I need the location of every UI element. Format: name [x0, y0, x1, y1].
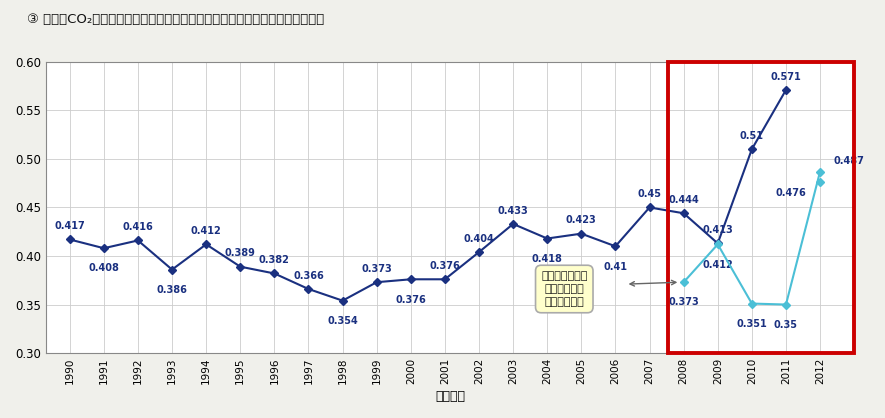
Text: 京都メカニズム
クレジットを
反映させた値: 京都メカニズム クレジットを 反映させた値 [541, 271, 588, 307]
Text: 0.376: 0.376 [429, 261, 460, 271]
Text: 0.476: 0.476 [775, 188, 806, 198]
Text: 0.51: 0.51 [740, 131, 764, 141]
Text: ③ 使用端CO₂排出原単位の推移（一般電気事業者１０社計、他社受電を含む）: ③ 使用端CO₂排出原単位の推移（一般電気事業者１０社計、他社受電を含む） [27, 13, 324, 25]
Text: 0.433: 0.433 [497, 206, 528, 216]
Text: 0.444: 0.444 [668, 195, 699, 205]
Text: 0.382: 0.382 [259, 255, 289, 265]
Text: 0.373: 0.373 [668, 298, 699, 308]
Text: 0.366: 0.366 [293, 271, 324, 280]
Text: 0.35: 0.35 [774, 320, 798, 330]
Text: 0.41: 0.41 [604, 262, 627, 272]
Text: 0.417: 0.417 [54, 221, 85, 231]
Text: 0.389: 0.389 [225, 248, 256, 258]
Text: 0.354: 0.354 [327, 316, 358, 326]
Text: 0.416: 0.416 [123, 222, 153, 232]
Text: 0.386: 0.386 [157, 285, 188, 295]
Text: 0.376: 0.376 [396, 295, 427, 305]
Text: 0.408: 0.408 [88, 263, 119, 273]
Text: 0.423: 0.423 [566, 215, 596, 225]
Text: 0.571: 0.571 [771, 71, 801, 82]
Text: 0.413: 0.413 [703, 225, 733, 235]
Text: 0.418: 0.418 [532, 254, 563, 264]
Text: 0.487: 0.487 [834, 156, 865, 166]
Text: 0.373: 0.373 [361, 264, 392, 274]
Text: 0.404: 0.404 [464, 234, 495, 244]
Text: 0.412: 0.412 [703, 260, 733, 270]
Text: 0.45: 0.45 [637, 189, 662, 199]
X-axis label: （年度）: （年度） [435, 390, 465, 403]
Bar [668, 62, 854, 353]
Text: 0.412: 0.412 [191, 226, 221, 236]
Text: 0.351: 0.351 [736, 319, 767, 329]
